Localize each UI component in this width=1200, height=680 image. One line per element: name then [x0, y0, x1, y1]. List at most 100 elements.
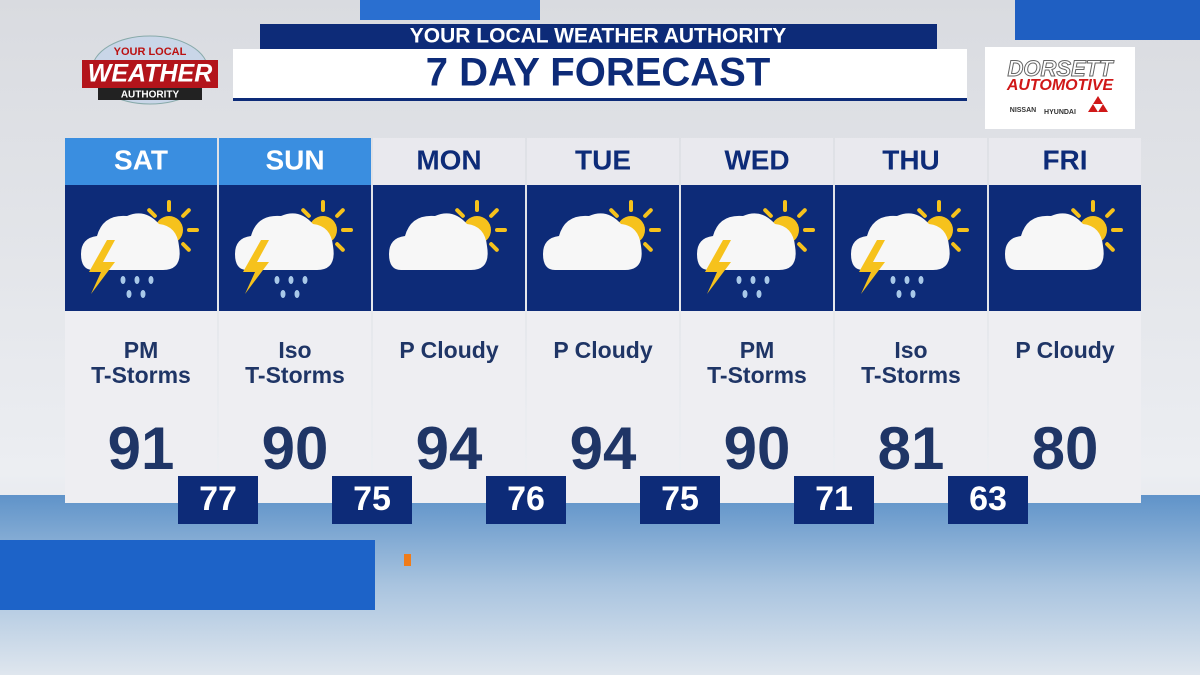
raindrop: [134, 276, 140, 284]
condition-panel: [527, 311, 679, 503]
day-header: [835, 138, 987, 185]
day-header: [373, 138, 525, 185]
sun-ray: [489, 208, 499, 218]
sun-ray: [181, 208, 191, 218]
logo-bottom: AUTHORITY: [121, 90, 180, 101]
low-temp: 63: [969, 480, 1007, 518]
blue-panel: [0, 540, 375, 610]
blue-panel: [1015, 0, 1200, 40]
weather-icon: [235, 200, 353, 298]
day-header: [527, 138, 679, 185]
day-name: SAT: [114, 144, 168, 175]
cloud: [389, 213, 488, 270]
raindrop: [910, 290, 916, 298]
day-header: [219, 138, 371, 185]
sun-ray: [951, 242, 961, 252]
day-name: THU: [882, 144, 940, 175]
high-temp: 94: [570, 415, 637, 482]
cloud: [1005, 213, 1104, 270]
raindrop: [896, 290, 902, 298]
sun-ray: [643, 208, 653, 218]
raindrop: [750, 276, 756, 284]
sponsor-brand: HYUNDAI: [1044, 109, 1076, 116]
condition: P Cloudy: [399, 337, 498, 363]
raindrop: [126, 290, 132, 298]
sun-ray: [147, 208, 157, 218]
condition: PM: [740, 337, 775, 363]
logo-top: YOUR LOCAL: [114, 46, 187, 58]
raindrop: [288, 276, 294, 284]
sponsor-emblem: [1088, 96, 1108, 112]
condition: P Cloudy: [553, 337, 652, 363]
weather-icon: [697, 200, 815, 298]
sun-ray: [797, 208, 807, 218]
raindrop: [890, 276, 896, 284]
lightning: [243, 240, 269, 294]
logo-band: [82, 60, 218, 88]
raindrop: [764, 276, 770, 284]
subtitle-bar: [260, 24, 937, 49]
low-box: [332, 476, 412, 524]
low-box: [640, 476, 720, 524]
sponsor-tagline: AUTOMOTIVE: [1006, 77, 1115, 94]
weather-icon: [81, 200, 199, 298]
raindrop: [120, 276, 126, 284]
sun-ray: [489, 242, 499, 252]
high-temp: 90: [262, 415, 329, 482]
weather-icon: [1005, 200, 1123, 270]
sun-ray: [1071, 208, 1081, 218]
sun-ray: [335, 208, 345, 218]
low-box: [178, 476, 258, 524]
title-bar: [233, 49, 967, 99]
low-box: [486, 476, 566, 524]
accent: [404, 554, 411, 566]
condition-panel: [989, 311, 1141, 503]
low-temp: 75: [661, 480, 699, 518]
sun-ray: [181, 242, 191, 252]
high-temp: 81: [878, 415, 945, 482]
condition: Iso: [894, 337, 927, 363]
condition: T-Storms: [91, 362, 191, 388]
sponsor-brand: NISSAN: [1010, 107, 1036, 114]
day-header: [65, 138, 217, 185]
condition: Iso: [278, 337, 311, 363]
high-temp: 94: [416, 415, 483, 482]
raindrop: [148, 276, 154, 284]
weather-icon: [851, 200, 969, 298]
weather-icon: [543, 200, 661, 270]
day-header: [681, 138, 833, 185]
title-rule: [233, 98, 967, 101]
sun-ray: [455, 208, 465, 218]
subtitle: YOUR LOCAL WEATHER AUTHORITY: [410, 25, 786, 48]
sun-ray: [335, 242, 345, 252]
sun-ray: [951, 208, 961, 218]
raindrop: [736, 276, 742, 284]
condition: T-Storms: [245, 362, 345, 388]
high-temp: 90: [724, 415, 791, 482]
raindrop: [274, 276, 280, 284]
low-temp: 77: [199, 480, 237, 518]
sponsor-name: DORSETT: [1007, 56, 1114, 81]
sun-ray: [917, 208, 927, 218]
sponsor-box: [985, 47, 1135, 129]
low-temp: 75: [353, 480, 391, 518]
raindrop: [140, 290, 146, 298]
low-temp: 71: [815, 480, 853, 518]
day-name: FRI: [1042, 144, 1087, 175]
day-name: WED: [724, 144, 789, 175]
sun-ray: [1105, 242, 1115, 252]
lightning: [89, 240, 115, 294]
condition: T-Storms: [861, 362, 961, 388]
sun-ray: [301, 208, 311, 218]
sun-ray: [1105, 208, 1115, 218]
raindrop: [294, 290, 300, 298]
low-box: [948, 476, 1028, 524]
high-temp: 80: [1032, 415, 1099, 482]
sun-ray: [643, 242, 653, 252]
low-temp: 76: [507, 480, 545, 518]
raindrop: [756, 290, 762, 298]
logo-main: WEATHER: [88, 60, 213, 88]
